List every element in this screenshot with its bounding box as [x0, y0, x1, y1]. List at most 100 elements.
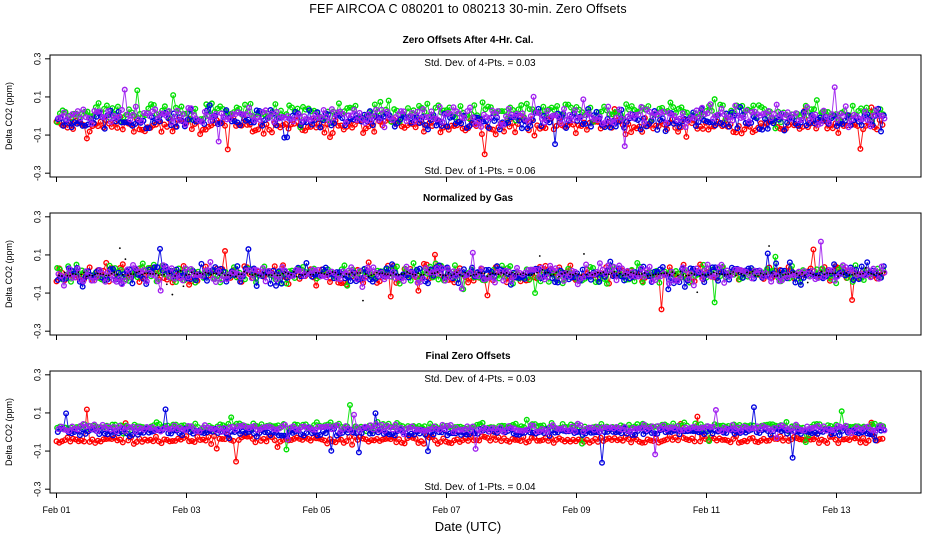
data-point-purple	[367, 117, 374, 124]
data-point-purple	[262, 107, 269, 114]
data-point-red	[222, 122, 229, 129]
data-point-purple	[809, 267, 816, 274]
data-point-purple	[558, 120, 565, 127]
data-point-purple	[141, 267, 148, 274]
data-point-purple	[331, 114, 338, 121]
data-point-purple	[384, 272, 391, 279]
data-point-blue	[621, 277, 628, 284]
data-point-blue	[775, 116, 782, 123]
data-point-black	[378, 272, 381, 275]
data-point-purple	[514, 427, 521, 434]
data-point-purple	[616, 106, 623, 113]
data-point-black	[779, 271, 782, 274]
data-point-purple	[635, 111, 642, 118]
data-point-blue	[447, 114, 454, 121]
data-point-blue	[690, 265, 697, 272]
data-point-purple	[776, 278, 783, 285]
data-point-purple	[223, 116, 230, 123]
data-point-blue	[516, 117, 523, 124]
data-point-red	[224, 146, 231, 153]
data-point-purple	[602, 424, 609, 431]
data-point-green	[858, 105, 865, 112]
data-point-purple	[605, 103, 612, 110]
data-point-purple	[740, 267, 747, 274]
data-point-black	[867, 271, 870, 274]
data-point-purple	[737, 115, 744, 122]
data-point-blue	[424, 280, 431, 287]
data-point-purple	[417, 426, 424, 433]
data-point-blue	[317, 124, 324, 131]
data-point-black	[295, 275, 298, 278]
data-point-green	[711, 299, 718, 306]
data-point-black	[268, 274, 270, 276]
data-point-black	[210, 273, 212, 276]
data-point-blue	[781, 127, 788, 134]
data-point-purple	[685, 117, 692, 124]
data-point-black	[279, 274, 281, 277]
data-point-purple	[378, 106, 385, 113]
data-point-purple	[91, 277, 98, 284]
data-point-black	[621, 274, 624, 277]
data-point-green	[344, 105, 351, 112]
data-point-purple	[348, 427, 355, 434]
data-point-green	[537, 422, 544, 429]
data-point-red	[100, 436, 107, 443]
data-point-green	[540, 103, 547, 110]
data-point-purple	[389, 426, 396, 433]
data-point-purple	[212, 279, 219, 286]
data-point-green	[341, 262, 348, 269]
data-point-red	[465, 279, 472, 286]
data-point-black	[331, 271, 334, 273]
data-point-purple	[671, 112, 678, 119]
data-point-blue	[806, 429, 813, 436]
data-point-black	[165, 283, 168, 286]
data-point-purple	[348, 112, 355, 119]
data-point-black	[428, 268, 431, 271]
data-point-red	[857, 145, 864, 152]
data-point-red	[730, 128, 737, 135]
data-point-purple	[718, 105, 725, 112]
data-point-purple	[768, 115, 775, 122]
data-point-green	[283, 446, 290, 453]
data-point-black	[85, 275, 88, 278]
plot-frame	[49, 54, 922, 178]
data-point-purple	[323, 423, 330, 430]
data-point-blue	[527, 122, 534, 129]
data-point-red	[152, 433, 159, 440]
data-point-black	[433, 272, 436, 274]
data-point-purple	[171, 114, 178, 121]
data-point-black	[221, 272, 223, 274]
data-point-blue	[151, 264, 158, 271]
data-point-purple	[80, 278, 87, 285]
data-point-purple	[400, 431, 407, 438]
data-point-purple	[422, 114, 429, 121]
data-point-purple	[110, 423, 117, 430]
data-point-blue	[596, 278, 603, 285]
data-point-purple	[411, 118, 418, 125]
data-point-red	[263, 438, 270, 445]
data-point-black	[199, 272, 201, 275]
data-point-purple	[74, 108, 81, 115]
data-point-purple	[605, 425, 612, 432]
data-point-blue	[458, 120, 465, 127]
data-point-black	[790, 271, 793, 274]
data-point-purple	[433, 116, 440, 123]
data-point-red	[114, 437, 121, 444]
data-point-black	[204, 271, 207, 274]
data-point-purple	[596, 428, 603, 435]
data-point-black	[229, 274, 232, 277]
data-point-black	[759, 272, 762, 275]
data-point-purple	[204, 267, 211, 274]
data-point-red	[188, 126, 195, 133]
data-point-purple	[262, 424, 269, 431]
data-area	[53, 84, 888, 158]
data-point-green	[623, 101, 630, 108]
data-point-black	[856, 272, 859, 274]
data-point-black	[572, 273, 574, 276]
data-point-purple	[290, 272, 297, 279]
data-point-red	[849, 296, 856, 303]
data-point-purple	[317, 424, 324, 431]
data-point-black	[671, 271, 674, 274]
data-point-red	[481, 433, 488, 440]
data-point-blue	[618, 430, 625, 437]
